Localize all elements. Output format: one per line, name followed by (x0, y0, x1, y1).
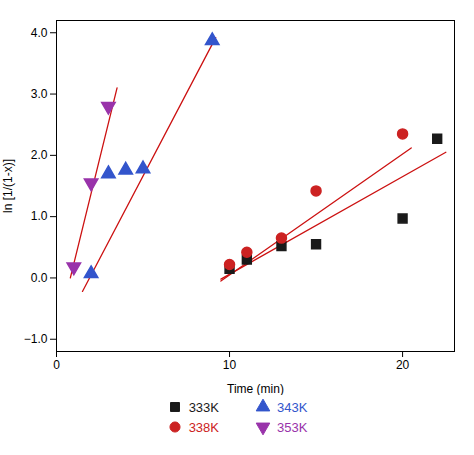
svg-text:ln [1/(1-x)]: ln [1/(1-x)] (1, 159, 15, 213)
svg-text:Time (min): Time (min) (227, 382, 284, 396)
svg-text:3.0: 3.0 (31, 87, 48, 101)
html-text:333K: 333K (188, 399, 219, 415)
html-text:343K: 343K (277, 399, 308, 415)
svg-text:1.0: 1.0 (31, 209, 48, 223)
svg-text:10: 10 (223, 358, 237, 372)
svg-text:4.0: 4.0 (31, 26, 48, 40)
svg-text:0: 0 (53, 358, 60, 372)
svg-text:2.0: 2.0 (31, 148, 48, 162)
svg-text:0.0: 0.0 (31, 271, 48, 285)
svg-text:20: 20 (396, 358, 410, 372)
html-text:338K: 338K (188, 419, 219, 435)
html-text:353K: 353K (277, 419, 308, 435)
svg-text:−1.0: −1.0 (24, 332, 48, 346)
